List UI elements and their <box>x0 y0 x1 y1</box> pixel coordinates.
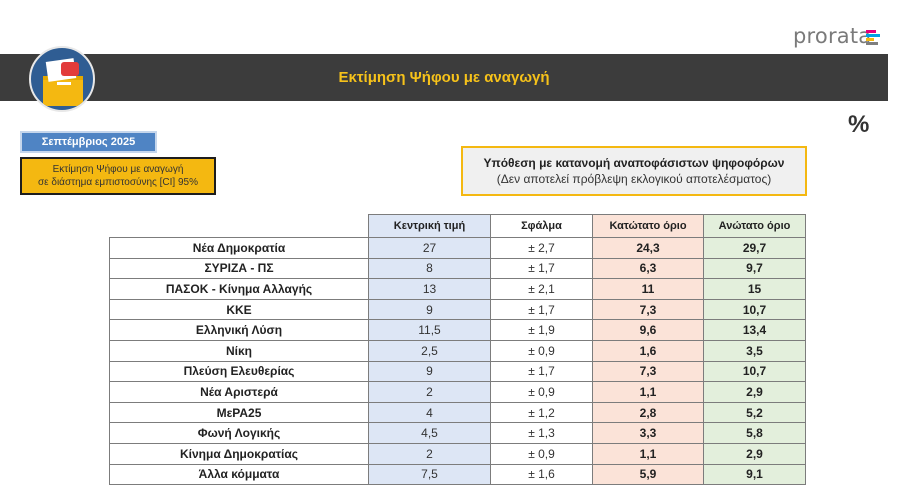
table-row: Πλεύση Ελευθερίας 9 ± 1,7 7,3 10,7 <box>109 360 806 383</box>
table-row: Κίνημα Δημοκρατίας 2 ± 0,9 1,1 2,9 <box>109 442 806 465</box>
lower-bound: 1,1 <box>592 381 704 403</box>
party-name: ΜεΡΑ25 <box>109 401 369 424</box>
table-row: Ελληνική Λύση 11,5 ± 1,9 9,6 13,4 <box>109 319 806 341</box>
page-title: Εκτίμηση Ψήφου με αναγωγή <box>338 69 550 86</box>
party-name: Φωνή Λογικής <box>109 422 369 444</box>
percent-icon: % <box>848 111 870 138</box>
upper-bound: 5,2 <box>703 401 806 424</box>
table-row: Νέα Αριστερά 2 ± 0,9 1,1 2,9 <box>109 381 806 403</box>
central-value: 11,5 <box>368 319 491 341</box>
central-value: 2 <box>368 381 491 403</box>
party-name: ΚΚΕ <box>109 298 369 321</box>
central-value: 9 <box>368 360 491 383</box>
error-value: ± 0,9 <box>490 339 593 362</box>
table-row: Νίκη 2,5 ± 0,9 1,6 3,5 <box>109 339 806 362</box>
header-corner <box>109 214 369 238</box>
error-value: ± 1,6 <box>490 463 593 486</box>
lower-bound: 24,3 <box>592 237 704 259</box>
party-name: ΠΑΣΟΚ - Κίνημα Αλλαγής <box>109 278 369 300</box>
table-row: ΜεΡΑ25 4 ± 1,2 2,8 5,2 <box>109 401 806 424</box>
upper-bound: 10,7 <box>703 360 806 383</box>
lower-bound: 3,3 <box>592 422 704 444</box>
table-header-row: Κεντρική τιμή Σφάλμα Κατώτατο όριο Ανώτα… <box>109 214 806 238</box>
table-body: Νέα Δημοκρατία 27 ± 2,7 24,3 29,7 ΣΥΡΙΖΑ - ΠΣ… <box>109 237 806 486</box>
lower-bound: 6,3 <box>592 257 704 280</box>
col-header-lower: Κατώτατο όριο <box>592 214 704 238</box>
central-value: 7,5 <box>368 463 491 486</box>
party-name: Νέα Δημοκρατία <box>109 237 369 259</box>
lower-bound: 2,8 <box>592 401 704 424</box>
party-name: ΣΥΡΙΖΑ - ΠΣ <box>109 257 369 280</box>
upper-bound: 9,7 <box>703 257 806 280</box>
date-badge: Σεπτέμβριος 2025 <box>20 131 157 153</box>
upper-bound: 3,5 <box>703 339 806 362</box>
vote-estimate-table: Κεντρική τιμή Σφάλμα Κατώτατο όριο Ανώτα… <box>109 214 806 486</box>
confidence-interval-note: Εκτίμηση Ψήφου με αναγωγή σε διάστημα εμ… <box>20 157 216 195</box>
lower-bound: 7,3 <box>592 360 704 383</box>
upper-bound: 10,7 <box>703 298 806 321</box>
ci-note-line2: σε διάστημα εμπιστοσύνης [CI] 95% <box>37 177 198 188</box>
lower-bound: 11 <box>592 278 704 300</box>
header-bar: Εκτίμηση Ψήφου με αναγωγή <box>0 54 888 101</box>
table-row: Άλλα κόμματα 7,5 ± 1,6 5,9 9,1 <box>109 463 806 486</box>
table-row: Φωνή Λογικής 4,5 ± 1,3 3,3 5,8 <box>109 422 806 444</box>
central-value: 4 <box>368 401 491 424</box>
error-value: ± 1,7 <box>490 257 593 280</box>
party-name: Άλλα κόμματα <box>109 463 369 486</box>
assumption-title: Υπόθεση με κατανομή αναποφάσιστων ψηφοφό… <box>483 156 785 170</box>
error-value: ± 2,1 <box>490 278 593 300</box>
upper-bound: 5,8 <box>703 422 806 444</box>
col-header-central: Κεντρική τιμή <box>368 214 491 238</box>
error-value: ± 0,9 <box>490 381 593 403</box>
upper-bound: 9,1 <box>703 463 806 486</box>
table-row: Νέα Δημοκρατία 27 ± 2,7 24,3 29,7 <box>109 237 806 259</box>
central-value: 2,5 <box>368 339 491 362</box>
party-name: Ελληνική Λύση <box>109 319 369 341</box>
table-row: ΠΑΣΟΚ - Κίνημα Αλλαγής 13 ± 2,1 11 15 <box>109 278 806 300</box>
lower-bound: 1,1 <box>592 442 704 465</box>
col-header-upper: Ανώτατο όριο <box>703 214 806 238</box>
central-value: 27 <box>368 237 491 259</box>
central-value: 9 <box>368 298 491 321</box>
lower-bound: 5,9 <box>592 463 704 486</box>
assumption-box: Υπόθεση με κατανομή αναποφάσιστων ψηφοφό… <box>461 146 807 196</box>
error-value: ± 1,7 <box>490 298 593 321</box>
table-row: ΚΚΕ 9 ± 1,7 7,3 10,7 <box>109 298 806 321</box>
col-header-error: Σφάλμα <box>490 214 593 238</box>
party-name: Πλεύση Ελευθερίας <box>109 360 369 383</box>
lower-bound: 9,6 <box>592 319 704 341</box>
error-value: ± 1,2 <box>490 401 593 424</box>
ci-note-line1: Εκτίμηση Ψήφου με αναγωγή <box>52 164 184 175</box>
upper-bound: 15 <box>703 278 806 300</box>
central-value: 4,5 <box>368 422 491 444</box>
upper-bound: 29,7 <box>703 237 806 259</box>
ballot-box-icon <box>29 46 95 112</box>
central-value: 8 <box>368 257 491 280</box>
error-value: ± 2,7 <box>490 237 593 259</box>
logo-bars-icon <box>866 30 880 46</box>
lower-bound: 7,3 <box>592 298 704 321</box>
lower-bound: 1,6 <box>592 339 704 362</box>
upper-bound: 2,9 <box>703 442 806 465</box>
central-value: 13 <box>368 278 491 300</box>
error-value: ± 1,9 <box>490 319 593 341</box>
error-value: ± 1,3 <box>490 422 593 444</box>
party-name: Νίκη <box>109 339 369 362</box>
error-value: ± 0,9 <box>490 442 593 465</box>
assumption-subtitle: (Δεν αποτελεί πρόβλεψη εκλογικού αποτελέ… <box>496 172 772 186</box>
central-value: 2 <box>368 442 491 465</box>
upper-bound: 2,9 <box>703 381 806 403</box>
party-name: Κίνημα Δημοκρατίας <box>109 442 369 465</box>
brand-logo: prorata <box>793 24 872 48</box>
table-row: ΣΥΡΙΖΑ - ΠΣ 8 ± 1,7 6,3 9,7 <box>109 257 806 280</box>
upper-bound: 13,4 <box>703 319 806 341</box>
party-name: Νέα Αριστερά <box>109 381 369 403</box>
error-value: ± 1,7 <box>490 360 593 383</box>
